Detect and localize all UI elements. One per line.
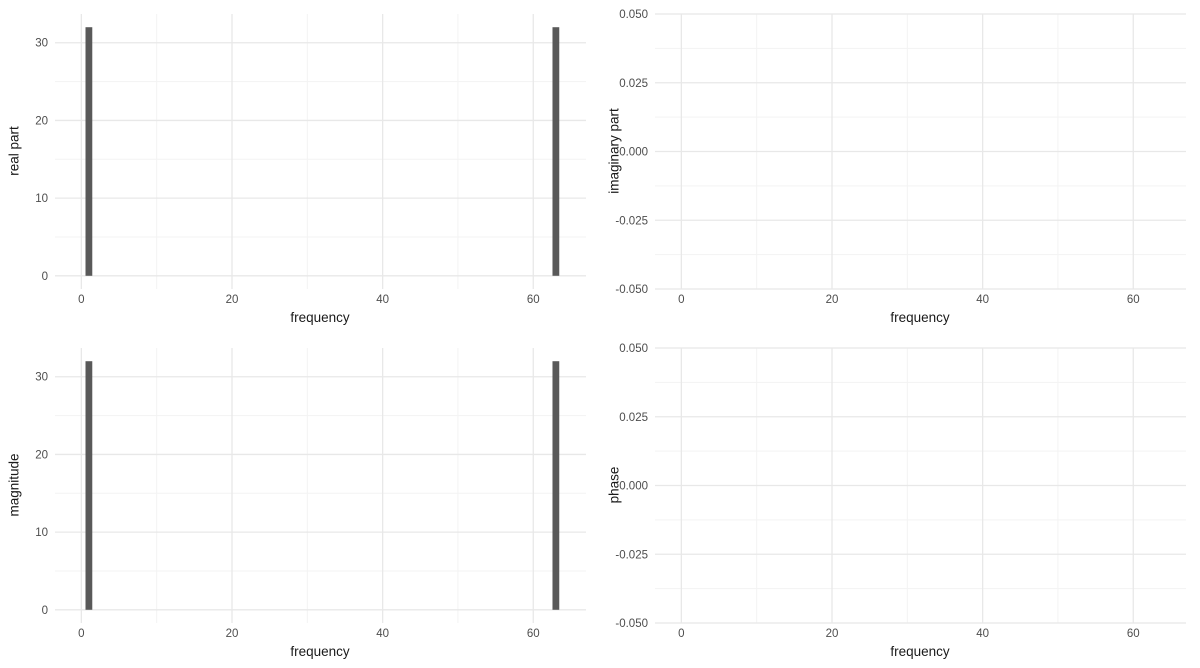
y-tick-label: -0.025 (615, 549, 648, 561)
magnitude-plot-area: 0 20 40 60 0 10 20 30 (35, 348, 586, 640)
y-tick-label: 0.000 (619, 147, 648, 159)
magnitude-x-axis-title: frequency (290, 644, 350, 659)
x-tick-label: 20 (226, 628, 239, 640)
panel-imaginary-part: imaginary part frequency 0 20 40 60 0.050 0.0… (600, 0, 1200, 334)
x-tick-label: 60 (527, 294, 540, 306)
y-tick-label: -0.025 (615, 215, 648, 227)
y-tick-label: 30 (35, 38, 48, 50)
y-tick-label: 20 (35, 115, 48, 127)
x-tick-label: 0 (678, 628, 684, 640)
y-tick-label: 20 (35, 449, 48, 461)
x-tick-label: 60 (1127, 628, 1140, 640)
y-tick-label: 30 (35, 372, 48, 384)
y-tick-label: 10 (35, 193, 48, 205)
y-tick-label: 0 (42, 271, 48, 283)
x-tick-label: 40 (376, 294, 389, 306)
y-tick-label: 10 (35, 527, 48, 539)
real-part-plot-area: 0 20 40 60 0 10 20 30 (35, 14, 586, 306)
y-tick-label: 0.025 (619, 412, 648, 424)
x-tick-label: 0 (78, 628, 84, 640)
real-part-x-axis-title: frequency (290, 310, 350, 325)
x-tick-label: 40 (976, 294, 989, 306)
y-tick-label: -0.050 (615, 618, 648, 630)
x-tick-label: 20 (226, 294, 239, 306)
bar (552, 27, 560, 276)
x-tick-label: 20 (826, 294, 839, 306)
x-tick-label: 60 (1127, 294, 1140, 306)
x-tick-label: 40 (976, 628, 989, 640)
real-part-y-axis-title: real part (6, 126, 22, 176)
bar (85, 27, 93, 276)
phase-x-axis-title: frequency (890, 644, 950, 659)
imaginary-part-y-axis-title: imaginary part (606, 108, 622, 194)
x-tick-label: 20 (826, 628, 839, 640)
x-tick-label: 0 (78, 294, 84, 306)
x-tick-label: 60 (527, 628, 540, 640)
imaginary-part-x-axis-title: frequency (890, 310, 950, 325)
bar (552, 361, 560, 610)
y-tick-label: 0 (42, 605, 48, 617)
panel-real-part: real part frequency 0 20 40 60 0 10 20 30 (0, 0, 600, 334)
magnitude-y-axis-title: magnitude (6, 453, 22, 517)
y-tick-label: 0.000 (619, 481, 648, 493)
y-tick-label: 0.050 (619, 9, 648, 21)
y-tick-label: -0.050 (615, 284, 648, 296)
y-tick-label: 0.025 (619, 78, 648, 90)
bar (85, 361, 93, 610)
y-tick-label: 0.050 (619, 343, 648, 355)
x-tick-label: 0 (678, 294, 684, 306)
phase-y-axis-title: phase (606, 466, 622, 504)
panel-phase: phase frequency 0 20 40 60 0.050 0.025 0.000 -0… (600, 334, 1200, 668)
imaginary-part-plot-area: 0 20 40 60 0.050 0.025 0.000 -0.025 -0.050 (615, 9, 1186, 306)
x-tick-label: 40 (376, 628, 389, 640)
phase-plot-area: 0 20 40 60 0.050 0.025 0.000 -0.025 -0.050 (615, 343, 1186, 640)
panel-magnitude: magnitude frequency 0 20 40 60 0 10 20 30 (0, 334, 600, 668)
